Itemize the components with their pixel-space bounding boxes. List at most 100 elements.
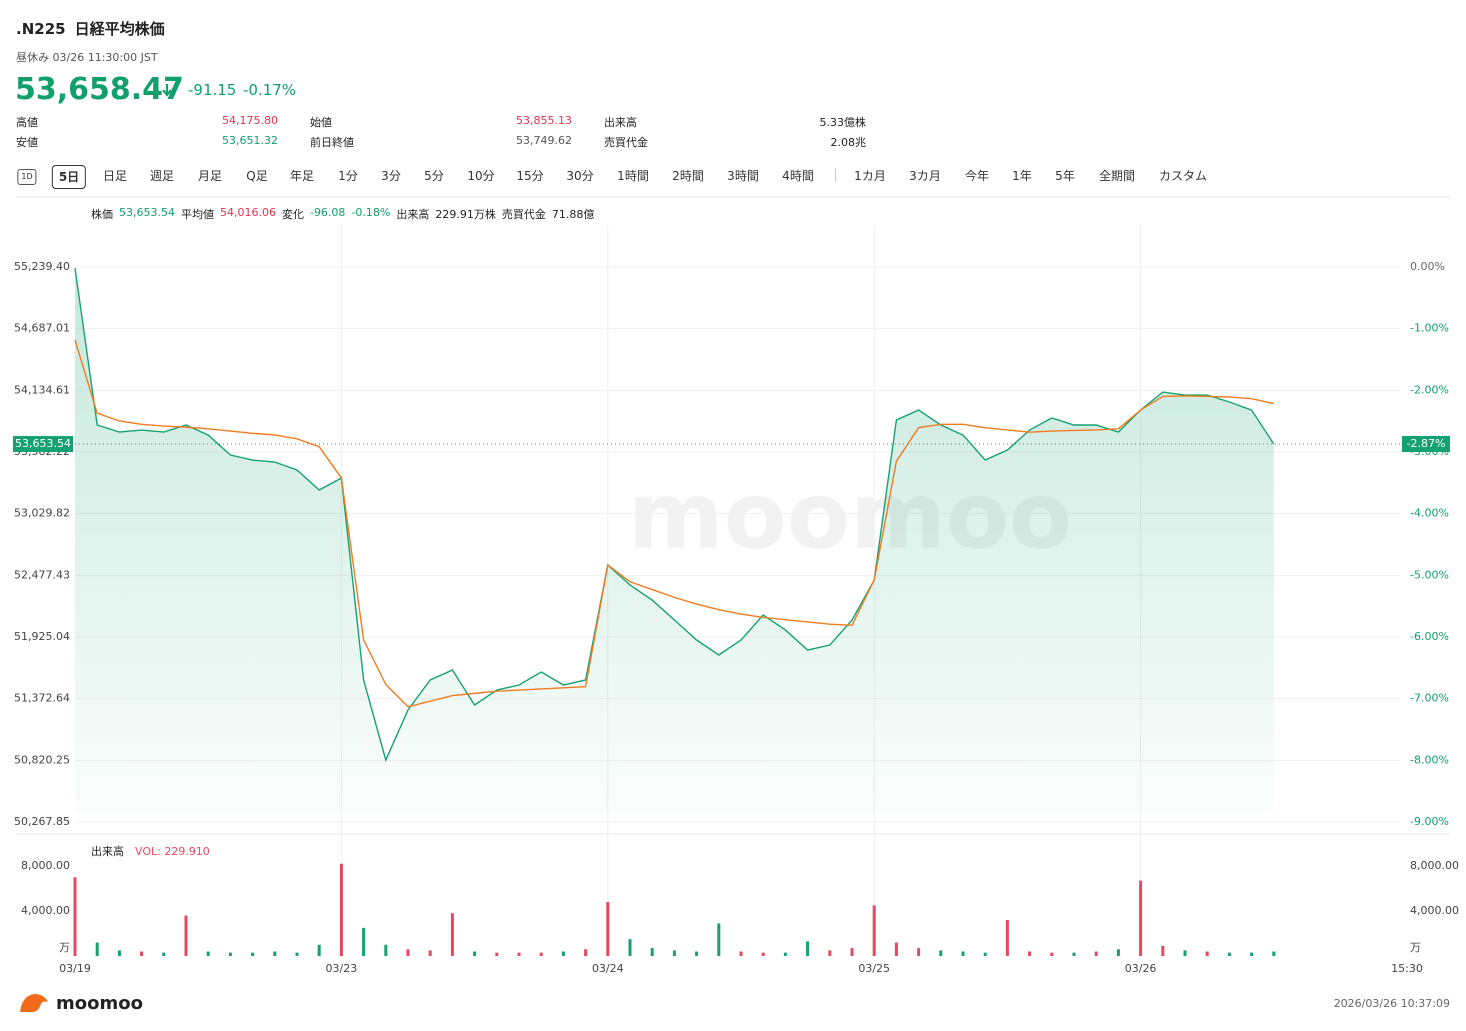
- volume-bar: [1161, 945, 1165, 956]
- period-tab[interactable]: 5日: [51, 165, 87, 189]
- volume-bar: [672, 950, 676, 956]
- stat-label: 売買代金: [604, 136, 648, 149]
- info-item: 229.91万株: [435, 208, 496, 221]
- stat-value: 53,855.13: [516, 114, 572, 127]
- x-tick-label: 03/24: [592, 962, 624, 975]
- volume-bar: [184, 915, 188, 956]
- period-tab[interactable]: 5年: [1055, 169, 1075, 183]
- x-tick-label: 03/25: [858, 962, 890, 975]
- volume-y2-tick-label: 4,000.00: [1410, 904, 1459, 917]
- x-tick-label: 03/23: [326, 962, 358, 975]
- y2-tick-label: -6.00%: [1410, 630, 1449, 643]
- y2-tick-label: -9.00%: [1410, 815, 1449, 828]
- stat-label: 高値: [16, 116, 38, 129]
- period-tab[interactable]: 2時間: [672, 169, 704, 183]
- stat-value: 2.08兆: [830, 136, 867, 149]
- last-pct-box: [1402, 435, 1450, 452]
- period-tab[interactable]: 1D: [17, 169, 37, 185]
- volume-bar: [162, 952, 166, 956]
- volume-bar: [1250, 952, 1254, 956]
- volume-bar: [1227, 952, 1231, 956]
- stat-label: 安値: [16, 136, 38, 149]
- period-tab[interactable]: 今年: [964, 169, 990, 183]
- volume-bar: [339, 863, 343, 956]
- period-tab[interactable]: 日足: [102, 169, 128, 183]
- last-price-label: 53,653.54: [15, 437, 71, 450]
- change: -91.15: [188, 81, 237, 99]
- period-tab[interactable]: 月足: [197, 169, 223, 183]
- volume-bar: [1116, 949, 1120, 956]
- volume-bar: [495, 952, 499, 956]
- timestamp: 2026/03/26 10:37:09: [1334, 997, 1450, 1010]
- y-tick-label: 54,134.61: [14, 383, 70, 396]
- volume-bar: [806, 941, 810, 956]
- y-tick-label: 53,029.82: [14, 507, 70, 520]
- info-item: 株価: [91, 208, 113, 221]
- change-pct: -0.17%: [243, 81, 297, 99]
- volume-bar: [384, 944, 388, 956]
- y-tick-label: 51,925.04: [14, 630, 70, 643]
- period-tab[interactable]: 10分: [467, 169, 495, 183]
- volume-bar: [517, 952, 521, 956]
- volume-bar: [584, 949, 588, 956]
- x-tick-label: 03/26: [1125, 962, 1157, 975]
- volume-bar: [273, 951, 277, 956]
- stat-value: 53,749.62: [516, 134, 572, 147]
- info-item: 53,653.54: [119, 206, 175, 219]
- y2-tick-label: -5.00%: [1410, 568, 1449, 581]
- volume-y2-tick-label: 万: [1410, 941, 1421, 954]
- symbol: .N225: [16, 20, 66, 38]
- period-tab[interactable]: 年足: [289, 169, 315, 183]
- info-item: 変化: [281, 208, 304, 221]
- volume-bar: [406, 949, 410, 956]
- volume-bar: [539, 952, 543, 956]
- period-tab[interactable]: 全期間: [1098, 169, 1136, 183]
- stat-label: 前日終値: [310, 136, 354, 149]
- volume-bar: [561, 951, 565, 956]
- volume-bar: [1272, 951, 1276, 956]
- y2-tick-label: -1.00%: [1410, 322, 1449, 335]
- volume-bar: [1072, 952, 1076, 956]
- volume-bar: [206, 951, 210, 956]
- volume-bar: [783, 952, 787, 956]
- volume-bar: [983, 952, 987, 956]
- volume-bar: [1139, 880, 1143, 956]
- period-tab[interactable]: 30分: [566, 169, 594, 183]
- stat-label: 出来高: [604, 116, 637, 129]
- stat-value: 54,175.80: [222, 114, 278, 127]
- volume-bar: [828, 950, 832, 956]
- period-tab[interactable]: 1分: [338, 169, 358, 183]
- volume-bar: [1205, 951, 1209, 956]
- volume-bar: [228, 952, 232, 956]
- period-tab[interactable]: カスタム: [1158, 169, 1208, 183]
- period-tab[interactable]: 5分: [424, 169, 444, 183]
- y2-tick-label: -8.00%: [1410, 753, 1449, 766]
- y2-tick-label: -2.00%: [1410, 383, 1449, 396]
- period-tab[interactable]: Q足: [246, 169, 268, 183]
- period-tab[interactable]: 3時間: [727, 169, 759, 183]
- period-tab[interactable]: 1カ月: [854, 169, 886, 183]
- volume-bar: [362, 927, 366, 956]
- period-tab[interactable]: 週足: [149, 169, 175, 183]
- y-tick-label: 51,372.64: [14, 692, 70, 705]
- volume-bar: [473, 951, 477, 956]
- tab-separator: [835, 168, 836, 182]
- period-tab[interactable]: 1年: [1012, 169, 1032, 183]
- volume-bar: [450, 913, 454, 956]
- stat-value: 53,651.32: [222, 134, 278, 147]
- info-item: 出来高: [396, 208, 430, 221]
- info-line: 株価 53,653.54 平均値 54,016.06 変化 -96.08 -0.18% 出来高…: [91, 206, 594, 222]
- volume-bar: [939, 950, 943, 956]
- volume-bar: [251, 952, 255, 956]
- period-tab[interactable]: 4時間: [782, 169, 814, 183]
- period-tab[interactable]: 3カ月: [909, 169, 941, 183]
- volume-bar: [1028, 951, 1032, 956]
- period-tab[interactable]: 1時間: [617, 169, 649, 183]
- period-tab[interactable]: 15分: [516, 169, 544, 183]
- stat-label: 始値: [310, 116, 332, 129]
- volume-title: 出来高: [91, 844, 124, 858]
- volume-bar: [606, 902, 610, 956]
- period-tab[interactable]: 3分: [381, 169, 401, 183]
- volume-y-tick-label: 万: [59, 941, 70, 954]
